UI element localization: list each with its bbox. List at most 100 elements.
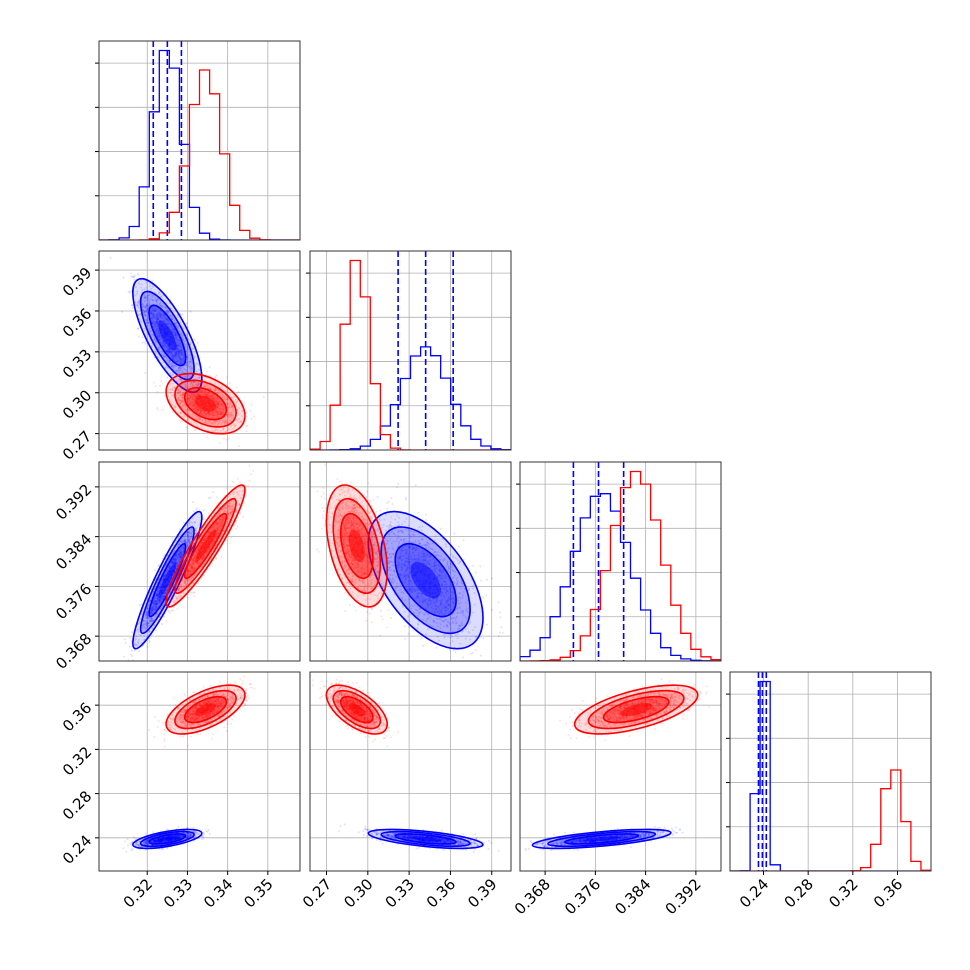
contour-series-1 (165, 484, 246, 608)
panel-frame (519, 671, 722, 872)
panel-frame (519, 461, 722, 662)
x-tick-label-col3: 0.36 (870, 875, 906, 911)
x-tick-label-col0: 0.32 (120, 875, 156, 911)
contour-series-0 (139, 830, 195, 848)
contour-series-0 (148, 304, 187, 367)
contour-series-1 (174, 497, 237, 595)
contour-series-1 (602, 695, 670, 724)
density-fill-series-1 (348, 529, 365, 563)
panel-content (310, 462, 511, 661)
x-tick-label-col3: 0.28 (781, 875, 817, 911)
panel-content (520, 672, 721, 871)
contour-series-1 (183, 512, 228, 580)
contour-series-1 (165, 684, 246, 735)
panel-content (99, 251, 300, 450)
density-fill-series-0 (158, 836, 177, 842)
density-fill-series-1 (195, 703, 216, 717)
x-tick-label-col1: 0.39 (464, 875, 500, 911)
panel-frame (98, 40, 301, 241)
x-tick-label-col3: 0.32 (825, 875, 861, 911)
density-fill-series-0 (583, 836, 621, 842)
contour-series-1 (332, 689, 382, 730)
contour-series-1 (174, 379, 237, 428)
contour-series-1 (183, 386, 228, 421)
x-tick-label-col2: 0.384 (611, 875, 654, 918)
contour-series-1 (339, 695, 374, 724)
x-tick-label-col1: 0.36 (423, 875, 459, 911)
panel-content (99, 41, 300, 240)
histogram-series-0 (310, 346, 511, 450)
y-tick-label-row1: 0.30 (59, 386, 95, 422)
contour-series-1 (325, 684, 388, 735)
panel-1-0 (95, 250, 301, 451)
x-tick-label-col1: 0.33 (382, 875, 418, 911)
histogram-series-0 (520, 493, 721, 661)
y-tick-label-row2: 0.368 (52, 630, 95, 673)
y-tick-label-row3: 0.36 (59, 699, 95, 735)
y-tick-label-row3: 0.24 (59, 831, 95, 867)
panel-content (99, 672, 300, 871)
panel-frame (98, 671, 301, 872)
y-tick-label-row1: 0.27 (59, 427, 95, 463)
contour-series-0 (139, 290, 195, 381)
histogram-series-1 (520, 470, 721, 661)
histogram-series-1 (310, 259, 511, 450)
contour-series-1 (325, 484, 388, 608)
contour-series-0 (380, 830, 471, 848)
contour-series-0 (148, 833, 187, 845)
x-tick-label-col0: 0.34 (200, 875, 236, 911)
contour-series-0 (148, 542, 187, 618)
panel-1-1 (306, 250, 512, 451)
contour-series-0 (531, 828, 672, 850)
density-fill-series-0 (410, 561, 441, 599)
contour-series-0 (547, 830, 657, 848)
contour-series-0 (394, 833, 457, 845)
y-tick-label-row2: 0.376 (52, 580, 95, 623)
density-fill-series-1 (195, 395, 216, 412)
panel-2-0 (95, 461, 301, 662)
y-tick-label-row2: 0.392 (52, 481, 95, 524)
y-tick-label-row2: 0.384 (52, 530, 95, 573)
panel-frame (98, 461, 301, 662)
panel-3-3 (726, 671, 932, 875)
contour-series-0 (394, 542, 457, 618)
x-tick-label-col1: 0.30 (340, 875, 376, 911)
x-tick-label-col2: 0.368 (511, 875, 554, 918)
panel-frame (309, 461, 512, 662)
y-tick-label-row1: 0.39 (59, 264, 95, 300)
histogram-series-0 (99, 49, 300, 240)
density-fill-series-1 (195, 529, 216, 563)
panel-frame (98, 250, 301, 451)
x-tick-label-col2: 0.392 (662, 875, 705, 918)
x-tick-label-col0: 0.33 (160, 875, 196, 911)
y-tick-label-row3: 0.32 (59, 743, 95, 779)
panel-content (730, 672, 931, 871)
panel-3-2 (519, 671, 722, 875)
density-fill-series-1 (619, 703, 653, 717)
contour-series-0 (367, 828, 484, 850)
contour-series-1 (332, 497, 382, 595)
contour-series-1 (573, 684, 699, 735)
density-fill-series-0 (410, 836, 441, 842)
contour-series-1 (174, 689, 237, 730)
contour-series-0 (380, 526, 471, 635)
contour-series-0 (367, 510, 484, 650)
panel-2-2 (516, 461, 722, 662)
density-fill-series-0 (158, 561, 177, 599)
contour-series-1 (165, 372, 246, 435)
contour-series-0 (132, 510, 203, 650)
contour-series-0 (132, 277, 203, 394)
x-tick-label-col0: 0.35 (240, 875, 276, 911)
contour-series-1 (339, 512, 374, 580)
x-tick-label-col2: 0.376 (561, 875, 604, 918)
panel-frame (309, 671, 512, 872)
x-tick-label-col3: 0.24 (736, 875, 772, 911)
density-fill-series-0 (158, 320, 177, 351)
y-tick-label-row1: 0.33 (59, 345, 95, 381)
panel-content (99, 462, 300, 661)
panel-content (310, 672, 511, 871)
panel-0-0 (95, 40, 301, 241)
y-tick-label-row3: 0.28 (59, 787, 95, 823)
x-tick-label-col1: 0.27 (299, 875, 335, 911)
